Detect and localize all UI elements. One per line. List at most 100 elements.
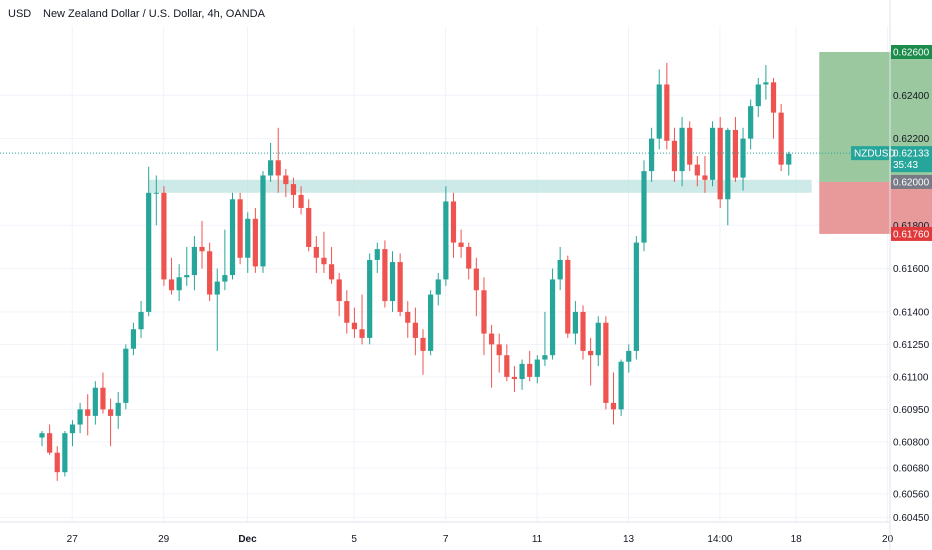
candle-body xyxy=(481,290,487,334)
candle-body xyxy=(504,355,510,377)
y-tick-label: 0.60450 xyxy=(893,513,930,524)
candle-body xyxy=(488,333,495,345)
candle-body xyxy=(656,84,662,139)
x-tick-label: 7 xyxy=(443,534,449,545)
y-tick-label: 0.61800 xyxy=(893,221,930,232)
candle-body xyxy=(450,201,457,243)
candle-body xyxy=(588,350,594,356)
candle-body xyxy=(290,184,297,195)
candle-body xyxy=(62,433,68,473)
candle-body xyxy=(603,322,609,403)
candle-body xyxy=(229,199,236,276)
candle-body xyxy=(778,112,784,165)
candle-body xyxy=(732,129,739,178)
candle-body xyxy=(725,129,731,200)
candle-body xyxy=(671,140,678,172)
candle-body xyxy=(519,363,525,380)
candle-body xyxy=(252,218,258,267)
candle-body xyxy=(717,127,723,200)
candle-body xyxy=(77,409,83,425)
candle-body xyxy=(207,251,213,295)
candle-body xyxy=(39,433,45,438)
target-price-tag: 0.62600 xyxy=(893,47,930,58)
candle-body xyxy=(161,192,167,280)
candle-body xyxy=(191,246,197,276)
candle-body xyxy=(367,259,373,338)
candle-body xyxy=(100,387,106,410)
candle-body xyxy=(260,175,266,267)
candle-body xyxy=(397,262,403,312)
candle-body xyxy=(123,348,129,403)
symbol-tag: NZDUSD xyxy=(854,149,896,160)
candle-body xyxy=(740,138,746,178)
candle-body xyxy=(313,246,319,258)
candle-body xyxy=(542,355,548,360)
candle-body xyxy=(275,160,281,176)
candle-body xyxy=(405,311,411,323)
candle-body xyxy=(115,402,121,416)
entry-price-tag-bg xyxy=(891,174,932,189)
candle-body xyxy=(466,246,472,269)
y-tick-label: 0.61250 xyxy=(893,340,930,351)
stop-price-tag-bg xyxy=(891,226,932,241)
candle-body xyxy=(153,192,159,194)
candle-body xyxy=(549,279,556,356)
y-tick-label: 0.61400 xyxy=(893,307,930,318)
candle-body xyxy=(687,127,693,165)
y-tick-label: 0.61600 xyxy=(893,264,930,275)
candle-body xyxy=(237,199,243,258)
candle-body xyxy=(428,294,434,351)
candle-body xyxy=(649,138,655,172)
candle-body xyxy=(572,311,578,334)
candle-body xyxy=(702,175,708,180)
candle-body xyxy=(374,249,380,260)
candle-body xyxy=(268,160,274,176)
candle-body xyxy=(633,242,639,351)
candle-body xyxy=(321,257,327,265)
grid xyxy=(0,26,890,522)
candle-body xyxy=(138,311,144,330)
symbol-tag-bg xyxy=(851,146,889,161)
y-tick-label: 0.60950 xyxy=(893,405,930,416)
candle-body xyxy=(130,329,137,349)
x-tick-label: Dec xyxy=(238,534,257,545)
x-tick-label: 18 xyxy=(791,534,803,545)
candle-body xyxy=(328,264,335,280)
countdown-label: 35:43 xyxy=(893,160,918,171)
candle-body xyxy=(412,322,418,338)
y-tick-label: 0.60560 xyxy=(893,489,930,500)
candle-body xyxy=(199,246,205,252)
candle-body xyxy=(382,249,388,302)
candle-body xyxy=(214,281,220,295)
candle-body xyxy=(496,344,502,356)
chart-title: New Zealand Dollar / U.S. Dollar, 4h, OA… xyxy=(43,8,266,20)
target-price-tag-bg xyxy=(891,44,932,59)
candle-body xyxy=(47,433,53,453)
candle-body xyxy=(146,192,152,312)
candle-body xyxy=(626,350,632,362)
candle-body xyxy=(389,262,396,302)
candles xyxy=(39,62,792,481)
y-tick-label: 0.62400 xyxy=(893,91,930,102)
entry-price-tag: 0.62000 xyxy=(893,177,930,188)
candle-body xyxy=(351,322,358,330)
candle-body xyxy=(527,363,533,377)
candle-body xyxy=(595,322,601,356)
candle-body xyxy=(511,376,518,380)
candle-body xyxy=(473,268,479,291)
candle-body xyxy=(679,127,685,172)
candle-body xyxy=(107,409,114,416)
candle-body xyxy=(618,361,624,410)
x-tick-label: 11 xyxy=(532,534,543,545)
candle-body xyxy=(664,84,670,141)
x-tick-label: 29 xyxy=(158,534,170,545)
candle-body xyxy=(420,337,426,351)
candle-body xyxy=(336,279,342,302)
candle-body xyxy=(245,218,251,258)
candle-body xyxy=(641,171,647,243)
candle-body xyxy=(580,311,586,351)
x-tick-label: 5 xyxy=(351,534,357,545)
candle-body xyxy=(85,409,91,416)
